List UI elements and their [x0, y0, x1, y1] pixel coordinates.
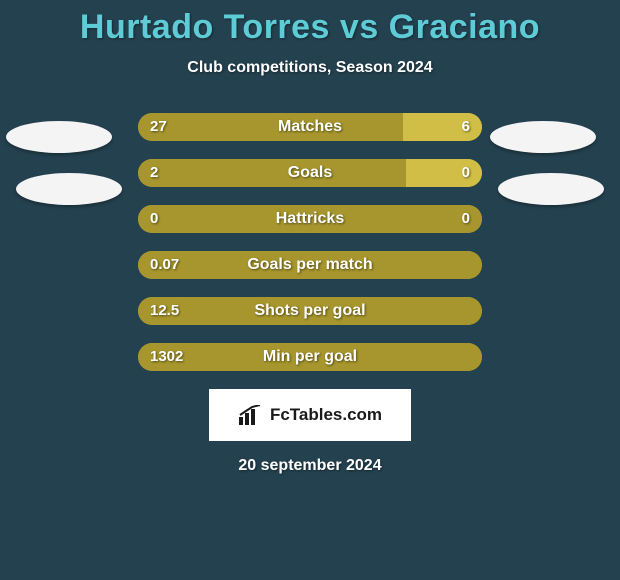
- stat-value-left: 0: [150, 205, 158, 233]
- logo-box: FcTables.com: [209, 389, 411, 441]
- stat-value-left: 27: [150, 113, 167, 141]
- bar-left-fill: [138, 297, 482, 325]
- page-title: Hurtado Torres vs Graciano: [0, 0, 620, 47]
- subtitle: Club competitions, Season 2024: [0, 59, 620, 77]
- stat-row: Matches276: [0, 113, 620, 141]
- bar-left-fill: [138, 343, 482, 371]
- bar-track: [138, 297, 482, 325]
- stat-value-left: 12.5: [150, 297, 179, 325]
- bar-track: [138, 251, 482, 279]
- stat-value-right: 0: [462, 159, 470, 187]
- stat-row: Goals20: [0, 159, 620, 187]
- stat-row: Min per goal1302: [0, 343, 620, 371]
- bar-right-fill: [406, 159, 482, 187]
- bar-left-fill: [138, 113, 403, 141]
- bar-left-fill: [138, 159, 406, 187]
- chart-icon: [238, 405, 264, 425]
- bar-right-fill: [403, 113, 482, 141]
- stat-value-left: 1302: [150, 343, 183, 371]
- bar-track: [138, 159, 482, 187]
- bar-track: [138, 113, 482, 141]
- bar-left-fill: [138, 205, 482, 233]
- stat-row: Goals per match0.07: [0, 251, 620, 279]
- stat-value-right: 6: [462, 113, 470, 141]
- bar-track: [138, 343, 482, 371]
- date-label: 20 september 2024: [0, 457, 620, 475]
- stat-value-left: 0.07: [150, 251, 179, 279]
- stat-value-right: 0: [462, 205, 470, 233]
- logo-text: FcTables.com: [270, 405, 382, 425]
- bar-track: [138, 205, 482, 233]
- stat-row: Hattricks00: [0, 205, 620, 233]
- stat-value-left: 2: [150, 159, 158, 187]
- stat-row: Shots per goal12.5: [0, 297, 620, 325]
- bar-left-fill: [138, 251, 482, 279]
